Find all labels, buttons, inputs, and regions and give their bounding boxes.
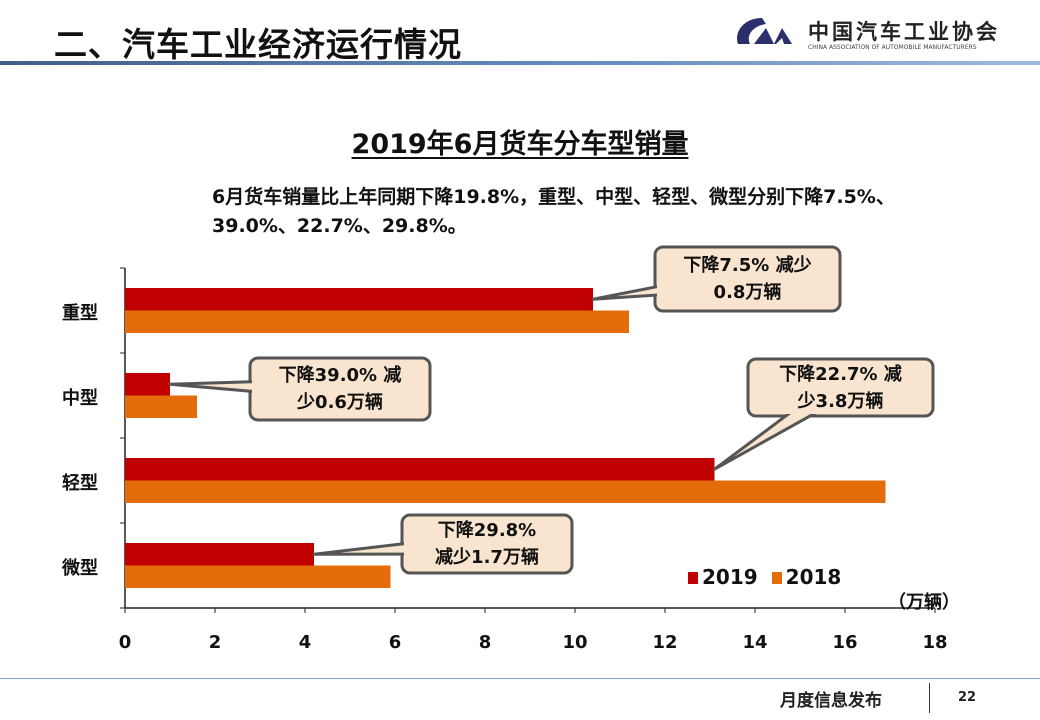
callout-line2: 0.8万辆 [713, 282, 782, 303]
x-tick-label: 12 [652, 632, 678, 653]
callout-line2: 少3.8万辆 [797, 390, 884, 412]
caam-logo: 中国汽车工业协会 CHINA ASSOCIATION OF AUTOMOBILE… [732, 14, 1002, 54]
callout-line2: 减少1.7万辆 [435, 547, 539, 568]
callout-annotation: 下降7.5% 减少 0.8万辆 [655, 247, 840, 311]
bar-2019 [125, 288, 593, 311]
x-tick-label: 4 [298, 632, 312, 653]
x-tick-label: 8 [478, 632, 492, 653]
bar-2018 [125, 395, 197, 418]
caam-logo-icon [737, 18, 792, 44]
logo-en-text: CHINA ASSOCIATION OF AUTOMOBILE MANUFACT… [808, 44, 977, 51]
callout-fill [404, 517, 570, 571]
logo-cn-text: 中国汽车工业协会 [808, 20, 1000, 44]
bar-2019 [125, 458, 715, 481]
footer-separator [929, 683, 930, 713]
category-label: 微型 [62, 557, 98, 579]
bar-2019 [125, 543, 314, 566]
category-label: 重型 [62, 302, 98, 324]
bar-2019 [125, 373, 170, 396]
header-divider [0, 61, 1040, 65]
callout-fill [750, 361, 931, 414]
callout-line1: 下降22.7% 减 [779, 363, 902, 385]
page-number: 22 [958, 690, 977, 705]
x-tick-label: 0 [118, 632, 132, 653]
callout-line1: 下降39.0% 减 [278, 365, 402, 386]
bar-2018 [125, 310, 629, 333]
x-tick-label: 2 [208, 632, 222, 653]
x-tick-label: 10 [562, 632, 588, 653]
x-tick-label: 14 [742, 632, 768, 653]
callout-fill [657, 249, 838, 309]
callout-annotation: 下降39.0% 减少0.6万辆 [250, 358, 430, 420]
chart-title: 2019年6月货车分车型销量 [351, 129, 689, 160]
legend-2019: 2019 [688, 565, 758, 589]
callout-annotation: 下降22.7% 减少3.8万辆 [748, 359, 933, 416]
callout-line2: 少0.6万辆 [297, 392, 383, 413]
footer-divider [0, 678, 1040, 679]
callout-annotation: 下降29.8% 减少1.7万辆 [402, 515, 572, 573]
callout-fill [252, 360, 428, 418]
callout-line1: 下降7.5% 减少 [683, 255, 812, 276]
summary-text: 6月货车销量比上年同期下降19.8%，重型、中型、轻型、微型分别下降7.5%、3… [212, 186, 895, 237]
category-label: 轻型 [62, 472, 98, 494]
x-tick-label: 18 [922, 632, 948, 653]
footer-text: 月度信息发布 [780, 691, 882, 711]
legend: 2019 2018 [688, 565, 841, 589]
callout-line1: 下降29.8% [437, 520, 537, 541]
unit-label: （万辆） [888, 592, 960, 613]
bar-2018 [125, 480, 886, 503]
bar-2018 [125, 565, 391, 588]
slide-title: 二、汽车工业经济运行情况 [54, 25, 462, 64]
category-label: 中型 [62, 387, 98, 409]
legend-2018: 2018 [771, 565, 841, 589]
x-tick-label: 6 [388, 632, 402, 653]
x-tick-label: 16 [832, 632, 858, 653]
